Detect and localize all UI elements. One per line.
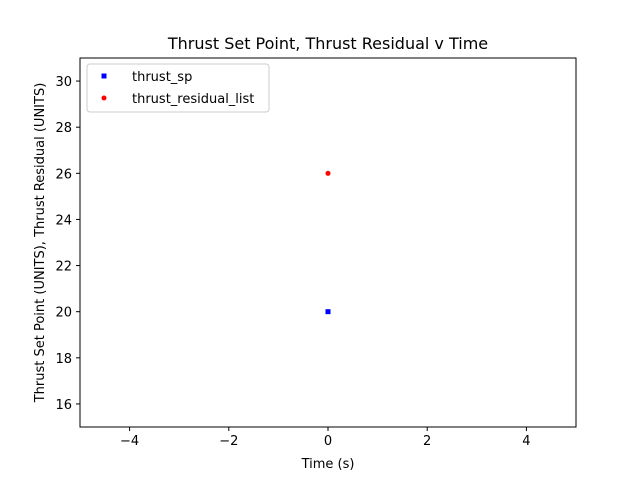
- x-axis-ticks: −4 −2 0 2 4: [120, 427, 531, 449]
- chart-title: Thrust Set Point, Thrust Residual v Time: [167, 34, 488, 53]
- y-axis-ticks: 16 18 20 22 24 26 28 30: [55, 75, 80, 413]
- x-tick-label: −2: [219, 434, 238, 449]
- plot-area: [79, 57, 577, 428]
- data-points: [325, 170, 331, 315]
- legend-marker-thrust-sp: [101, 73, 107, 79]
- x-tick-label: 2: [423, 434, 431, 449]
- x-tick-label: 0: [324, 434, 332, 449]
- y-tick-label: 26: [55, 167, 72, 182]
- legend: thrust_sp thrust_residual_list: [86, 63, 270, 113]
- x-axis-label: Time (s): [301, 457, 355, 472]
- y-tick-label: 28: [55, 121, 72, 136]
- legend-label-thrust-sp: thrust_sp: [132, 70, 192, 85]
- x-tick-label: 4: [522, 434, 530, 449]
- legend-marker-thrust-residual: [101, 95, 107, 101]
- y-tick-label: 30: [55, 75, 72, 90]
- data-point-series-1: [325, 170, 331, 176]
- y-tick-label: 18: [55, 352, 72, 367]
- y-axis-label: Thrust Set Point (UNITS), Thrust Residua…: [33, 83, 48, 404]
- x-tick-label: −4: [120, 434, 139, 449]
- y-tick-label: 20: [55, 306, 72, 321]
- y-tick-label: 24: [55, 213, 72, 228]
- legend-label-thrust-residual: thrust_residual_list: [132, 92, 254, 107]
- data-point-series-0: [325, 309, 331, 315]
- y-tick-label: 22: [55, 260, 72, 275]
- legend-box: [86, 63, 270, 113]
- y-tick-label: 16: [55, 398, 72, 413]
